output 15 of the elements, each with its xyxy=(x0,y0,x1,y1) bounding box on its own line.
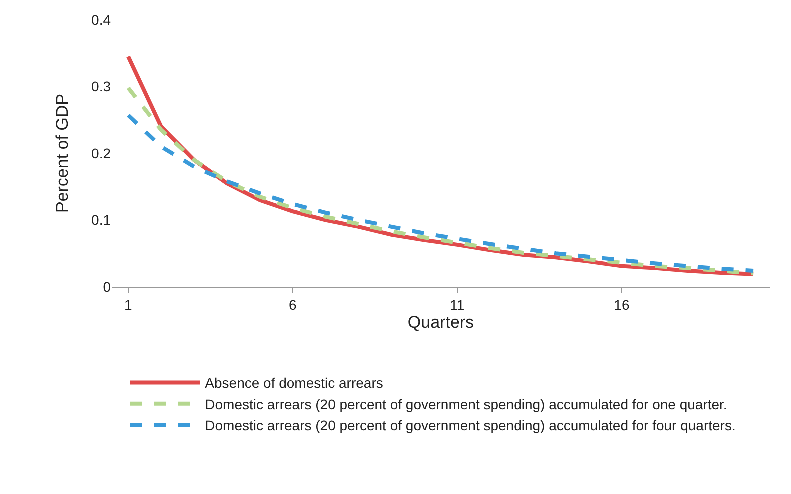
legend-label: Domestic arrears (20 percent of government spending) accumulated for one quarter. xyxy=(205,396,728,412)
line-series xyxy=(126,113,756,273)
x-tick-label: 11 xyxy=(450,296,465,313)
y-tick-label: 0.1 xyxy=(92,212,112,228)
legend-label: Domestic arrears (20 percent of government spending) accumulated for four quarters. xyxy=(205,418,736,434)
x-axis-title: Quarters xyxy=(408,312,474,332)
y-tick-label: 0.2 xyxy=(92,145,112,162)
x-tick-label: 1 xyxy=(124,296,133,313)
y-axis-title: Percent of GDP xyxy=(53,94,72,214)
x-tick-label: 6 xyxy=(289,296,298,313)
x-tick-label: 16 xyxy=(614,296,630,313)
legend-label: Absence of domestic arrears xyxy=(205,375,384,392)
y-tick-label: 0 xyxy=(103,278,112,295)
y-tick-label: 0.3 xyxy=(92,78,112,95)
y-tick-label: 0.4 xyxy=(92,12,112,28)
